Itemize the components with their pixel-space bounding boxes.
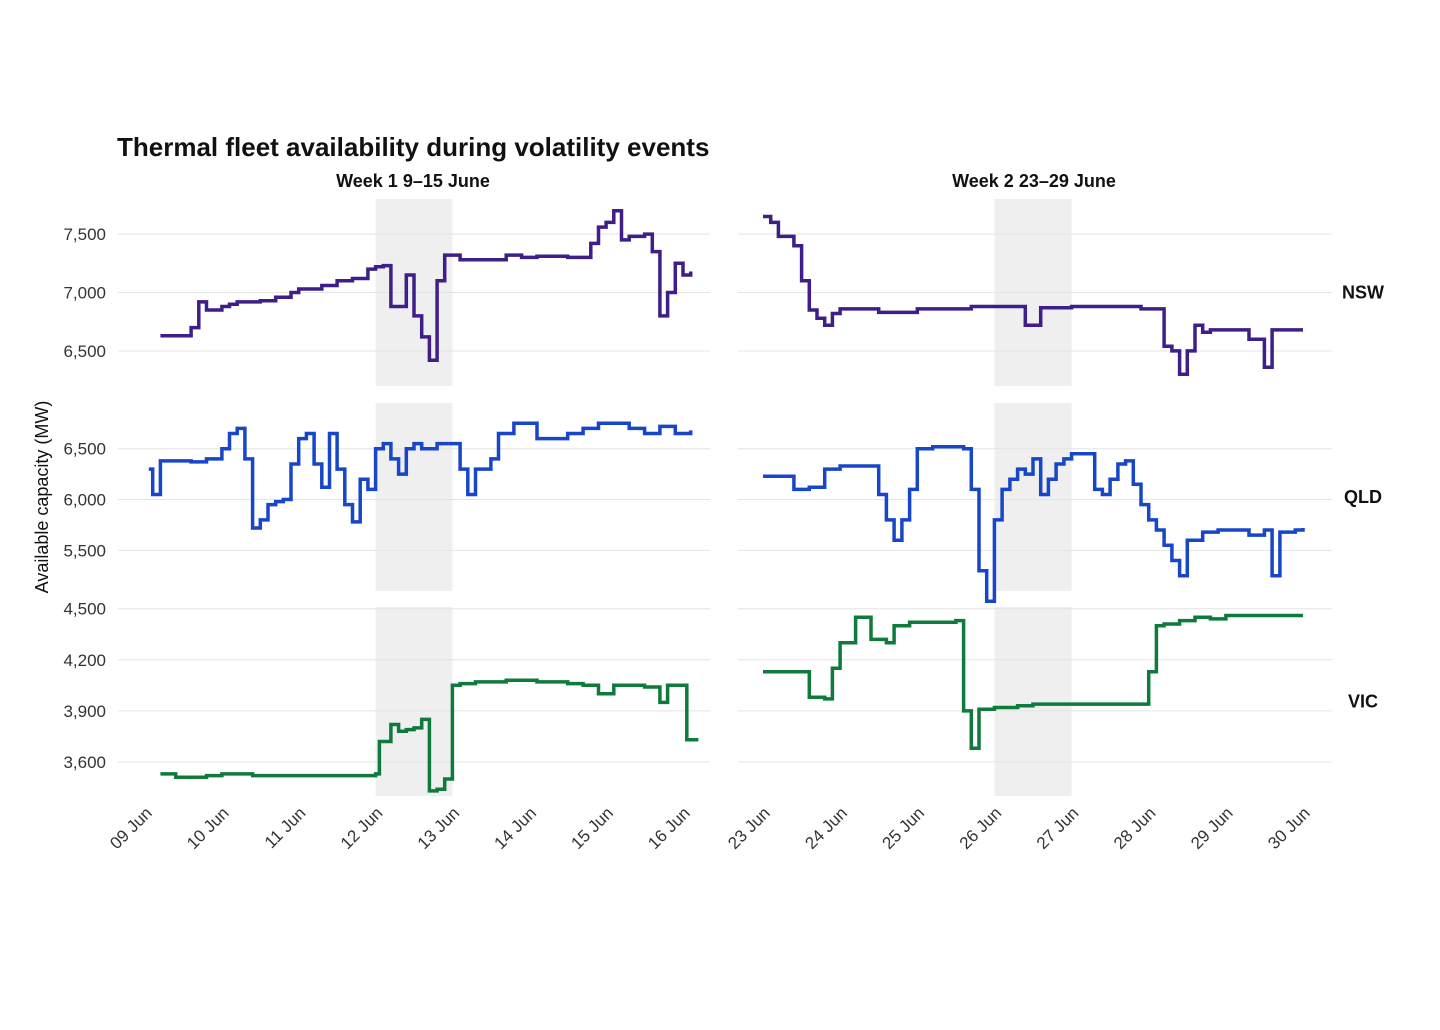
x-tick-label: 27 Jun bbox=[1033, 803, 1083, 853]
x-tick-label: 24 Jun bbox=[801, 803, 851, 853]
x-tick-label: 10 Jun bbox=[183, 803, 233, 853]
y-tick-label: 6,000 bbox=[63, 491, 106, 510]
series-line-vic-week-1 bbox=[160, 678, 699, 793]
y-tick-label: 4,200 bbox=[63, 651, 106, 670]
event-window-shade bbox=[994, 403, 1072, 591]
y-tick-label: 6,500 bbox=[63, 440, 106, 459]
chart-title: Thermal fleet availability during volati… bbox=[117, 132, 709, 162]
y-tick-label: 5,500 bbox=[63, 541, 106, 560]
y-tick-label: 3,600 bbox=[63, 753, 106, 772]
series-line-qld-week-2 bbox=[763, 444, 1305, 603]
x-tick-label: 16 Jun bbox=[644, 803, 694, 853]
x-tick-label: 13 Jun bbox=[414, 803, 464, 853]
x-tick-label: 15 Jun bbox=[567, 803, 617, 853]
y-tick-label: 6,500 bbox=[63, 342, 106, 361]
event-window-shade bbox=[375, 607, 453, 796]
x-tick-label: 09 Jun bbox=[106, 803, 156, 853]
series-line-nsw-week-2 bbox=[763, 214, 1303, 377]
x-tick-label: 12 Jun bbox=[337, 803, 387, 853]
facet-label-week-2: Week 2 23–29 June bbox=[952, 171, 1116, 191]
x-tick-label: 11 Jun bbox=[261, 803, 310, 852]
event-window-shade bbox=[994, 607, 1072, 796]
event-window-shade bbox=[375, 403, 453, 591]
plot-area: 6,500 7,000 7,500 NSW 5,500 6,000 6,500 QLD 3,60… bbox=[63, 199, 1384, 853]
y-tick-label: 4,500 bbox=[63, 600, 106, 619]
series-line-vic-week-2 bbox=[763, 613, 1303, 751]
x-tick-label: 29 Jun bbox=[1187, 803, 1237, 853]
x-tick-label: 30 Jun bbox=[1264, 803, 1314, 853]
x-tick-label: 25 Jun bbox=[879, 803, 929, 853]
row-label-vic: VIC bbox=[1348, 692, 1378, 712]
series-line-nsw-week-1 bbox=[160, 208, 693, 363]
row-label-nsw: NSW bbox=[1342, 283, 1384, 303]
x-tick-label: 23 Jun bbox=[724, 803, 774, 853]
row-label-qld: QLD bbox=[1344, 487, 1382, 507]
x-tick-label: 28 Jun bbox=[1110, 803, 1160, 853]
x-tick-label: 14 Jun bbox=[491, 803, 541, 853]
y-tick-label: 3,900 bbox=[63, 702, 106, 721]
y-axis-label: Available capacity (MW) bbox=[32, 401, 52, 594]
y-tick-label: 7,500 bbox=[63, 225, 106, 244]
facet-label-week-1: Week 1 9–15 June bbox=[336, 171, 490, 191]
series-line-qld-week-1 bbox=[148, 421, 693, 530]
y-tick-label: 7,000 bbox=[63, 284, 106, 303]
x-tick-label: 26 Jun bbox=[956, 803, 1006, 853]
